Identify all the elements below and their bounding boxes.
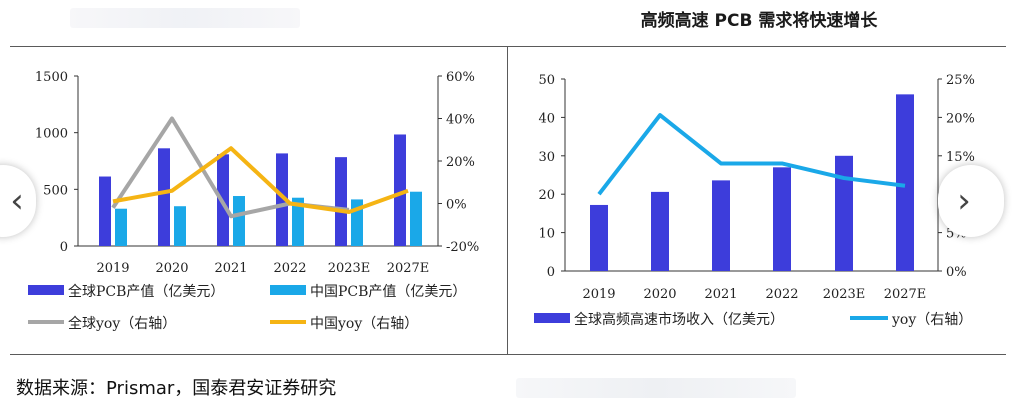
chart2-bar (773, 167, 791, 271)
chart2-right-tick-label: 25% (946, 73, 975, 88)
next-slide-button[interactable]: › (938, 165, 1004, 237)
chart2-left-tick-label: 10 (538, 227, 555, 242)
chart1-bar-china (292, 197, 304, 246)
chevron-right-icon: › (957, 181, 971, 221)
chart1-left-tick-label: 500 (43, 183, 68, 198)
chart1-bar-global (335, 157, 347, 246)
chart2-bar (712, 180, 730, 271)
top-divider (10, 46, 1006, 47)
chart2-legend-label: 全球高频高速市场收入（亿美元） (574, 311, 784, 328)
chart1-bar-global (276, 153, 288, 246)
chart2-right-tick-label: 20% (946, 111, 975, 126)
chart1-bar-global (99, 176, 111, 246)
chart1-legend-label: 中国PCB产值（亿美元） (310, 284, 466, 300)
chart1-legend-swatch (28, 285, 64, 295)
chart2-left-tick-label: 50 (538, 73, 555, 88)
chart2-left-tick-label: 0 (547, 265, 555, 280)
chart1-x-tick-label: 2019 (96, 261, 129, 276)
chart1-left-tick-label: 0 (60, 240, 68, 255)
chart1-right-tick-label: 0% (446, 198, 467, 213)
chart1-legend-swatch (270, 285, 306, 295)
chart2-x-tick-label: 2020 (643, 287, 676, 302)
chart1-x-tick-label: 2027E (387, 261, 430, 276)
chart2-x-tick-label: 2022 (765, 287, 798, 302)
chart1-right-tick-label: 20% (446, 155, 475, 170)
chart1-bar-china (115, 208, 127, 246)
chart1-bar-china (233, 196, 245, 246)
chart1-legend-label: 中国yoy（右轴） (310, 316, 418, 332)
chart2-legend-swatch (534, 313, 570, 323)
right-chart-title: 高频高速 PCB 需求将快速增长 (640, 11, 878, 31)
chart2-line-yoy (597, 113, 906, 196)
left-title-blurred (70, 8, 300, 28)
chart1-x-tick-label: 2021 (214, 261, 247, 276)
chart2-bar (590, 204, 608, 271)
chart1-right-tick-label: 60% (446, 70, 475, 85)
chevron-left-icon: ‹ (10, 181, 24, 221)
chart1-right-tick-label: -20% (446, 240, 479, 255)
source-note: 数据来源：Prismar，国泰君安证券研究 (16, 378, 337, 399)
chart1-left-tick-label: 1500 (35, 70, 68, 85)
chart1-left-tick-label: 1000 (35, 127, 68, 142)
chart1-bar-china (410, 191, 422, 246)
chart1-right-tick-label: 40% (446, 113, 475, 128)
chart2-x-tick-label: 2021 (704, 287, 737, 302)
chart1-x-tick-label: 2020 (155, 261, 188, 276)
chart2-right-tick-label: 15% (946, 150, 975, 165)
chart1-legend-label: 全球PCB产值（亿美元） (68, 283, 224, 300)
chart1-line-china-yoy (112, 146, 409, 214)
chart1-bar-global (394, 134, 406, 246)
chart2-bar (896, 94, 914, 271)
source-blurred (516, 378, 796, 398)
chart1-legend-label: 全球yoy（右轴） (68, 315, 176, 332)
chart2-left-tick-label: 30 (538, 150, 555, 165)
chart2-bar (835, 155, 853, 271)
chart2-x-tick-label: 2027E (884, 287, 927, 302)
chart1-x-tick-label: 2022 (273, 261, 306, 276)
chart1-bar-global (158, 148, 170, 246)
chart2-x-tick-label: 2023E (823, 287, 866, 302)
chart2-legend-label: yoy（右轴） (891, 312, 972, 328)
chart1-x-tick-label: 2023E (328, 261, 371, 276)
chart2-left-tick-label: 40 (538, 111, 555, 126)
center-divider (507, 46, 508, 355)
chart1-bar-china (174, 206, 186, 246)
chart2-bar (651, 191, 669, 271)
chart2-left-tick-label: 20 (538, 188, 555, 203)
chart2-right-tick-label: 0% (946, 265, 967, 280)
chart1-line-global-yoy (111, 116, 350, 219)
chart2-x-tick-label: 2019 (582, 287, 615, 302)
bottom-divider (10, 354, 1006, 355)
